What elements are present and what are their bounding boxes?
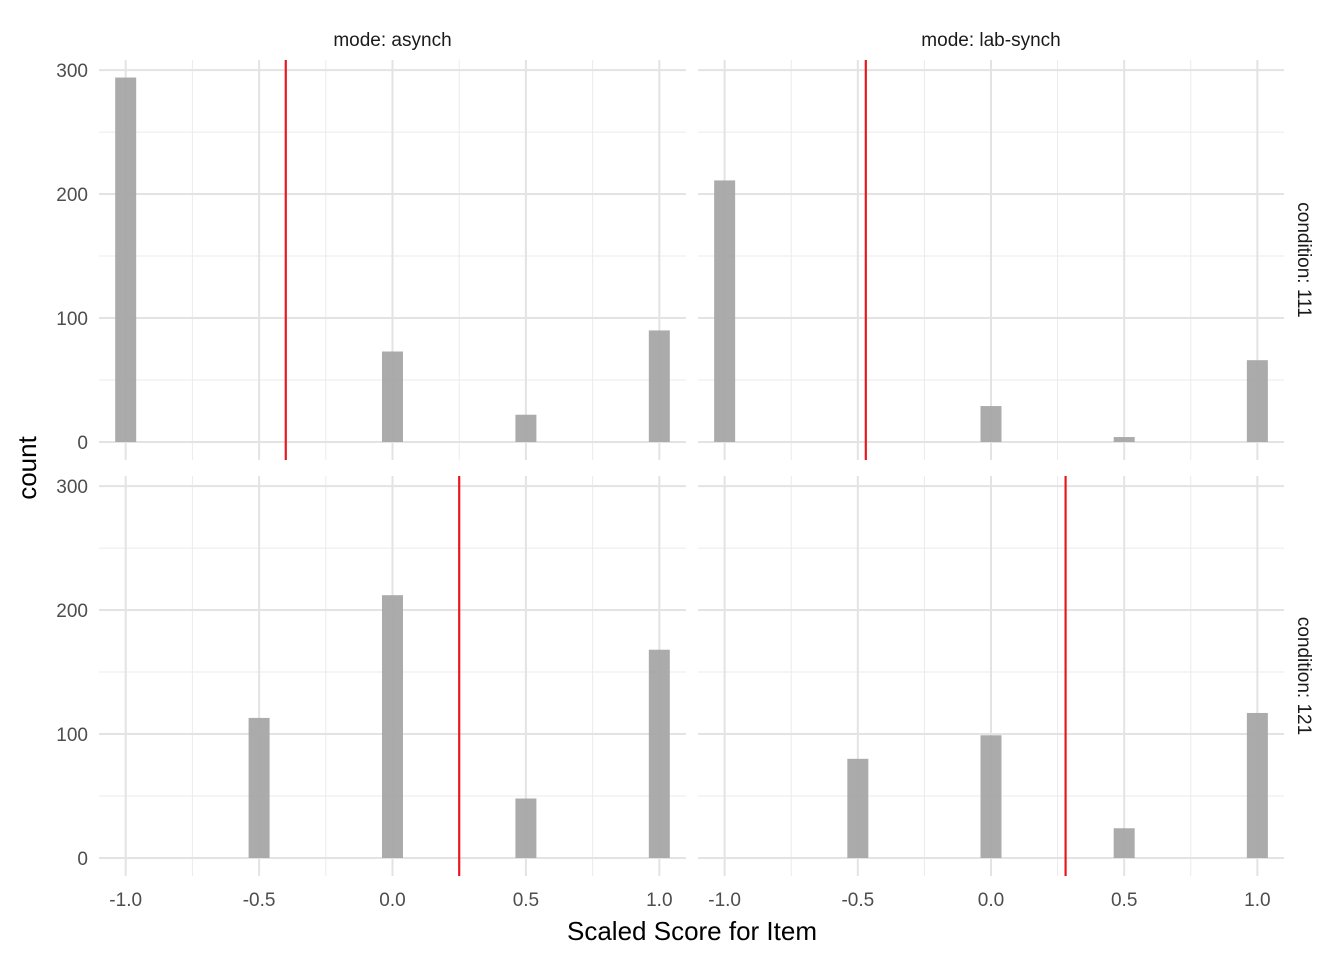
histogram-bar — [847, 758, 869, 858]
facet-panel-0-0 — [99, 60, 686, 460]
histogram-bar — [980, 406, 1002, 442]
facet-column-label: mode: asynch — [333, 30, 451, 51]
y-axis-title: count — [12, 435, 42, 499]
x-tick-label: 0.5 — [513, 890, 539, 911]
x-axis-title: Scaled Score for Item — [567, 916, 817, 946]
facet-panel-0-1 — [698, 60, 1284, 460]
y-tick-label: 300 — [56, 61, 88, 82]
facet-strip-labels: mode: asynch mode: lab-synch condition: 11… — [333, 30, 1314, 735]
histogram-bar — [515, 798, 537, 858]
histogram-bar — [115, 77, 137, 442]
x-tick-label: -1.0 — [109, 890, 142, 911]
histogram-bar — [382, 595, 403, 858]
tick-labels: 0 100 200 300 0 100 200 300 -1.0 -0.5 0.0 0.5 1.0 -1.… — [56, 61, 1270, 911]
y-tick-label: 0 — [77, 433, 88, 454]
histogram-bar — [1113, 437, 1135, 442]
histogram-bar — [382, 351, 403, 442]
facet-panels — [99, 60, 1284, 876]
histogram-bar — [515, 414, 537, 442]
y-tick-label: 100 — [56, 725, 88, 746]
y-tick-label: 200 — [56, 185, 88, 206]
x-tick-label: 1.0 — [646, 890, 672, 911]
facet-panel-1-1 — [698, 476, 1284, 876]
x-tick-label: 0.0 — [978, 890, 1004, 911]
x-tick-label: 1.0 — [1244, 890, 1270, 911]
histogram-bar — [714, 180, 736, 443]
x-tick-label: -0.5 — [243, 890, 276, 911]
y-tick-label: 100 — [56, 309, 88, 330]
y-tick-label: 0 — [77, 849, 88, 870]
histogram-bar — [1246, 360, 1268, 442]
histogram-bar — [1246, 712, 1268, 858]
x-tick-label: 0.0 — [379, 890, 405, 911]
histogram-bar — [648, 649, 670, 858]
facet-column-label: mode: lab-synch — [921, 30, 1060, 51]
x-tick-label: 0.5 — [1111, 890, 1137, 911]
x-tick-label: -0.5 — [841, 890, 874, 911]
histogram-bar — [980, 735, 1002, 858]
y-tick-label: 200 — [56, 601, 88, 622]
facet-row-label: condition: 121 — [1293, 617, 1314, 735]
histogram-bar — [648, 330, 670, 442]
facet-panel-1-0 — [99, 476, 686, 876]
histogram-bar — [248, 717, 270, 858]
histogram-bar — [1113, 828, 1135, 858]
facet-row-label: condition: 111 — [1293, 202, 1314, 318]
x-tick-label: -1.0 — [708, 890, 741, 911]
y-tick-label: 300 — [56, 477, 88, 498]
